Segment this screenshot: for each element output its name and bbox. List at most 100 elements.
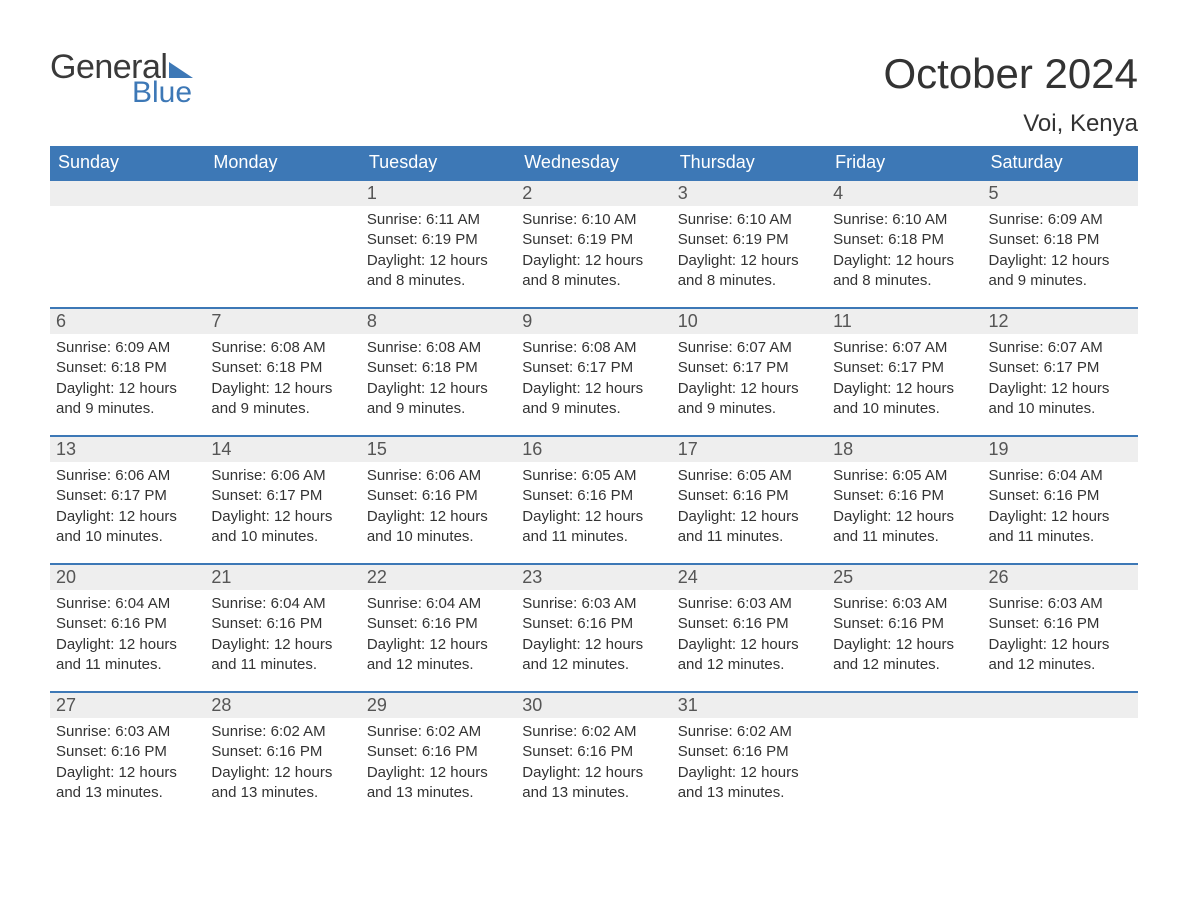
daylight-line: Daylight: 12 hours and 13 minutes. [678, 763, 821, 804]
daylight-line: Daylight: 12 hours and 9 minutes. [367, 379, 510, 420]
daylight-line: Daylight: 12 hours and 10 minutes. [211, 507, 354, 548]
brand-word2: Blue [132, 78, 193, 108]
sunrise-line: Sunrise: 6:02 AM [522, 722, 665, 742]
day-body: Sunrise: 6:03 AMSunset: 6:16 PMDaylight:… [983, 590, 1138, 681]
daylight-line: Daylight: 12 hours and 12 minutes. [522, 635, 665, 676]
sunset-line: Sunset: 6:16 PM [367, 742, 510, 762]
sunrise-line: Sunrise: 6:03 AM [833, 594, 976, 614]
col-tuesday: Tuesday [361, 146, 516, 179]
location-label: Voi, Kenya [883, 110, 1138, 138]
daylight-line: Daylight: 12 hours and 11 minutes. [211, 635, 354, 676]
daylight-line: Daylight: 12 hours and 13 minutes. [522, 763, 665, 804]
day-body: Sunrise: 6:02 AMSunset: 6:16 PMDaylight:… [672, 718, 827, 809]
day-number: 18 [827, 435, 982, 462]
sunset-line: Sunset: 6:17 PM [522, 358, 665, 378]
sunrise-line: Sunrise: 6:05 AM [678, 466, 821, 486]
col-thursday: Thursday [672, 146, 827, 179]
day-body: Sunrise: 6:08 AMSunset: 6:17 PMDaylight:… [516, 334, 671, 425]
sunset-line: Sunset: 6:19 PM [367, 230, 510, 250]
sunset-line: Sunset: 6:17 PM [678, 358, 821, 378]
day-cell: 14Sunrise: 6:06 AMSunset: 6:17 PMDayligh… [205, 435, 360, 563]
day-body: Sunrise: 6:06 AMSunset: 6:16 PMDaylight:… [361, 462, 516, 553]
day-number: 17 [672, 435, 827, 462]
day-cell: 6Sunrise: 6:09 AMSunset: 6:18 PMDaylight… [50, 307, 205, 435]
day-number: 14 [205, 435, 360, 462]
day-number: 28 [205, 691, 360, 718]
daylight-line: Daylight: 12 hours and 12 minutes. [678, 635, 821, 676]
sunrise-line: Sunrise: 6:04 AM [211, 594, 354, 614]
sunrise-line: Sunrise: 6:03 AM [678, 594, 821, 614]
sunrise-line: Sunrise: 6:11 AM [367, 210, 510, 230]
sunrise-line: Sunrise: 6:10 AM [522, 210, 665, 230]
day-body: Sunrise: 6:04 AMSunset: 6:16 PMDaylight:… [983, 462, 1138, 553]
daylight-line: Daylight: 12 hours and 8 minutes. [833, 251, 976, 292]
col-wednesday: Wednesday [516, 146, 671, 179]
day-number: 6 [50, 307, 205, 334]
sunrise-line: Sunrise: 6:09 AM [56, 338, 199, 358]
day-body: Sunrise: 6:04 AMSunset: 6:16 PMDaylight:… [205, 590, 360, 681]
day-cell: 15Sunrise: 6:06 AMSunset: 6:16 PMDayligh… [361, 435, 516, 563]
sunset-line: Sunset: 6:16 PM [367, 614, 510, 634]
day-number: 13 [50, 435, 205, 462]
header: General Blue October 2024 Voi, Kenya [50, 50, 1138, 138]
day-body: Sunrise: 6:03 AMSunset: 6:16 PMDaylight:… [672, 590, 827, 681]
sunrise-line: Sunrise: 6:06 AM [56, 466, 199, 486]
sunset-line: Sunset: 6:16 PM [522, 486, 665, 506]
day-number [50, 179, 205, 206]
sunrise-line: Sunrise: 6:08 AM [367, 338, 510, 358]
day-cell: 2Sunrise: 6:10 AMSunset: 6:19 PMDaylight… [516, 179, 671, 307]
sunrise-line: Sunrise: 6:07 AM [833, 338, 976, 358]
daylight-line: Daylight: 12 hours and 11 minutes. [833, 507, 976, 548]
day-number: 16 [516, 435, 671, 462]
sunset-line: Sunset: 6:18 PM [833, 230, 976, 250]
day-cell: 26Sunrise: 6:03 AMSunset: 6:16 PMDayligh… [983, 563, 1138, 691]
day-number [983, 691, 1138, 718]
sunset-line: Sunset: 6:17 PM [56, 486, 199, 506]
day-number: 22 [361, 563, 516, 590]
day-cell: 3Sunrise: 6:10 AMSunset: 6:19 PMDaylight… [672, 179, 827, 307]
sunset-line: Sunset: 6:16 PM [56, 742, 199, 762]
day-body: Sunrise: 6:04 AMSunset: 6:16 PMDaylight:… [50, 590, 205, 681]
day-body: Sunrise: 6:06 AMSunset: 6:17 PMDaylight:… [50, 462, 205, 553]
day-cell: 16Sunrise: 6:05 AMSunset: 6:16 PMDayligh… [516, 435, 671, 563]
day-body: Sunrise: 6:07 AMSunset: 6:17 PMDaylight:… [672, 334, 827, 425]
sunset-line: Sunset: 6:16 PM [211, 614, 354, 634]
weekday-header-row: Sunday Monday Tuesday Wednesday Thursday… [50, 146, 1138, 179]
sunset-line: Sunset: 6:16 PM [989, 486, 1132, 506]
week-row: 13Sunrise: 6:06 AMSunset: 6:17 PMDayligh… [50, 435, 1138, 563]
day-number: 5 [983, 179, 1138, 206]
day-number: 12 [983, 307, 1138, 334]
day-body: Sunrise: 6:06 AMSunset: 6:17 PMDaylight:… [205, 462, 360, 553]
day-cell: 21Sunrise: 6:04 AMSunset: 6:16 PMDayligh… [205, 563, 360, 691]
sunset-line: Sunset: 6:16 PM [56, 614, 199, 634]
day-cell: 27Sunrise: 6:03 AMSunset: 6:16 PMDayligh… [50, 691, 205, 819]
day-body: Sunrise: 6:08 AMSunset: 6:18 PMDaylight:… [205, 334, 360, 425]
day-body: Sunrise: 6:08 AMSunset: 6:18 PMDaylight:… [361, 334, 516, 425]
sunset-line: Sunset: 6:18 PM [211, 358, 354, 378]
day-body: Sunrise: 6:04 AMSunset: 6:16 PMDaylight:… [361, 590, 516, 681]
sunrise-line: Sunrise: 6:07 AM [678, 338, 821, 358]
day-body: Sunrise: 6:10 AMSunset: 6:19 PMDaylight:… [672, 206, 827, 297]
day-cell: 31Sunrise: 6:02 AMSunset: 6:16 PMDayligh… [672, 691, 827, 819]
day-body: Sunrise: 6:05 AMSunset: 6:16 PMDaylight:… [827, 462, 982, 553]
daylight-line: Daylight: 12 hours and 13 minutes. [56, 763, 199, 804]
sunset-line: Sunset: 6:16 PM [678, 742, 821, 762]
week-row: 20Sunrise: 6:04 AMSunset: 6:16 PMDayligh… [50, 563, 1138, 691]
day-cell [827, 691, 982, 819]
day-cell: 8Sunrise: 6:08 AMSunset: 6:18 PMDaylight… [361, 307, 516, 435]
month-title: October 2024 [883, 50, 1138, 98]
daylight-line: Daylight: 12 hours and 8 minutes. [522, 251, 665, 292]
sunrise-line: Sunrise: 6:03 AM [56, 722, 199, 742]
day-number: 3 [672, 179, 827, 206]
sunset-line: Sunset: 6:17 PM [989, 358, 1132, 378]
day-body: Sunrise: 6:03 AMSunset: 6:16 PMDaylight:… [516, 590, 671, 681]
day-number: 21 [205, 563, 360, 590]
sunrise-line: Sunrise: 6:03 AM [989, 594, 1132, 614]
day-number: 31 [672, 691, 827, 718]
sunrise-line: Sunrise: 6:10 AM [833, 210, 976, 230]
day-cell: 7Sunrise: 6:08 AMSunset: 6:18 PMDaylight… [205, 307, 360, 435]
daylight-line: Daylight: 12 hours and 13 minutes. [211, 763, 354, 804]
week-row: 1Sunrise: 6:11 AMSunset: 6:19 PMDaylight… [50, 179, 1138, 307]
sunrise-line: Sunrise: 6:03 AM [522, 594, 665, 614]
day-body [983, 718, 1138, 728]
